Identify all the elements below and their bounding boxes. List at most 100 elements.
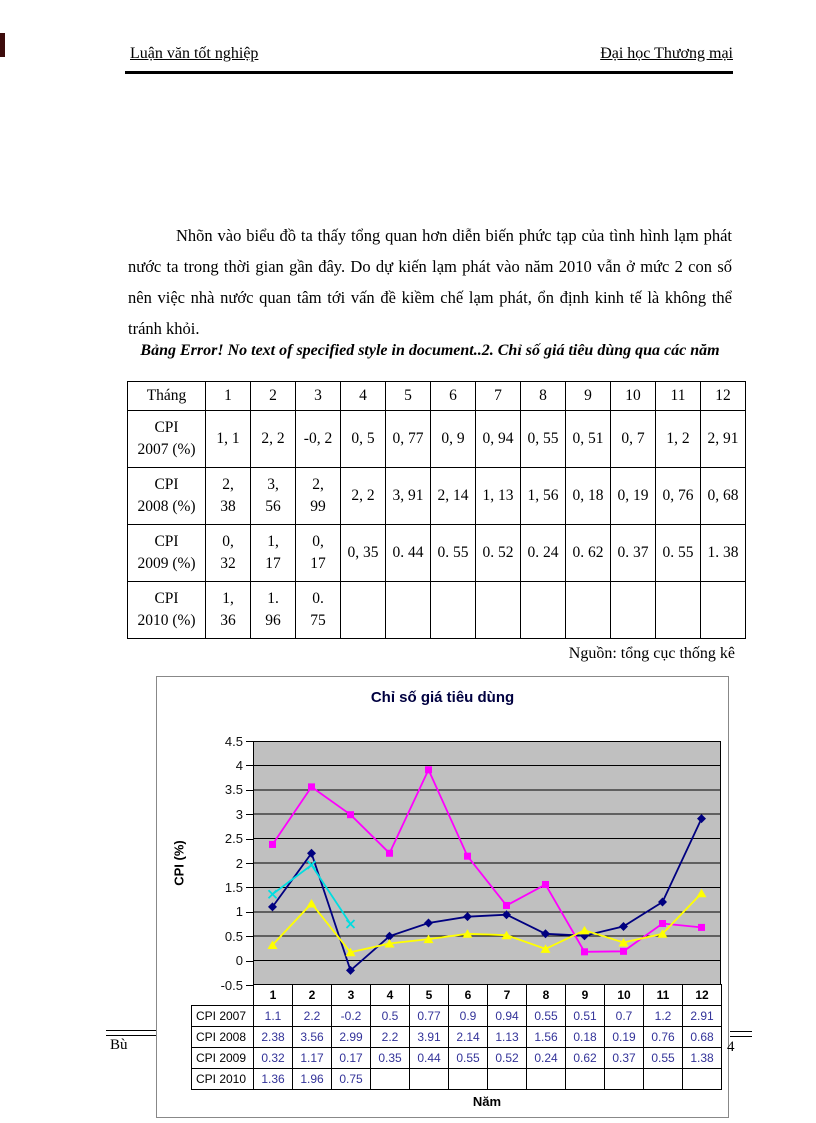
x-axis-category-label: 6 bbox=[448, 984, 488, 1006]
y-axis-tick-mark bbox=[246, 789, 253, 791]
chart-table-cell: 1.17 bbox=[292, 1047, 332, 1069]
y-axis-tick-label: 0 bbox=[235, 953, 243, 969]
y-axis-tick-mark bbox=[246, 741, 253, 742]
chart-table-cell bbox=[604, 1068, 644, 1090]
cpi-table-row-label: CPI 2009 (%) bbox=[127, 524, 206, 582]
cpi-table-header-cell: 1 bbox=[205, 381, 251, 411]
cpi-table-cell bbox=[610, 581, 656, 639]
chart-table-cell: 0.77 bbox=[409, 1005, 449, 1027]
chart-table-cell: 0.62 bbox=[565, 1047, 605, 1069]
page-header-right: Đại học Thương mại bbox=[600, 45, 733, 62]
cpi-table-header-cell: 3 bbox=[295, 381, 341, 411]
footer-rule-left bbox=[106, 1030, 156, 1036]
cpi-table-cell bbox=[475, 581, 521, 639]
chart-table-cell: 0.24 bbox=[526, 1047, 566, 1069]
cpi-table-cell: 1, 17 bbox=[250, 524, 296, 582]
chart-table-cell: 2.38 bbox=[253, 1026, 293, 1048]
chart-table-cell: 3.56 bbox=[292, 1026, 332, 1048]
chart-table-cell: 1.56 bbox=[526, 1026, 566, 1048]
y-axis-tick-label: 4.5 bbox=[224, 733, 243, 749]
cpi-table-header-cell: Tháng bbox=[127, 381, 206, 411]
chart-table-cell: 2.2 bbox=[370, 1026, 410, 1048]
chart-table-cell: 2.99 bbox=[331, 1026, 371, 1048]
cpi-table-cell: 1. 38 bbox=[700, 524, 746, 582]
series-name-label: CPI 2009 bbox=[191, 1047, 254, 1069]
cpi-table-cell: 0, 76 bbox=[655, 467, 701, 525]
cpi-table-cell: 1, 56 bbox=[520, 467, 566, 525]
cpi-table-cell: 2, 14 bbox=[430, 467, 476, 525]
y-axis-tick-label: 3 bbox=[235, 806, 243, 822]
cpi-table: Tháng 1 2 3 4 5 6 7 8 9 10 11 12 CPI 2007 (%) 1, 1 2, 2… bbox=[127, 381, 746, 639]
footer-rule-right bbox=[730, 1031, 752, 1037]
cpi-table-cell bbox=[385, 581, 431, 639]
cpi-table-cell: 0, 35 bbox=[340, 524, 386, 582]
cpi-table-cell: 0, 19 bbox=[610, 467, 656, 525]
cpi-table-cell: 0, 55 bbox=[520, 410, 566, 468]
cpi-table-cell bbox=[565, 581, 611, 639]
chart-table-cell bbox=[370, 1068, 410, 1090]
chart-table-cell: 2.91 bbox=[682, 1005, 722, 1027]
chart-table-cell: 3.91 bbox=[409, 1026, 449, 1048]
chart-table-cell: 0.9 bbox=[448, 1005, 488, 1027]
y-axis-tick-mark bbox=[246, 765, 253, 767]
source-note: Nguồn: tổng cục thống kê bbox=[568, 645, 735, 662]
cpi-table-header-cell: 2 bbox=[250, 381, 296, 411]
y-axis-tick-mark bbox=[246, 863, 253, 864]
chart-table-row: CPI 2009 0.32 1.17 0.17 0.35 0.44 0.55 0.52 0.24… bbox=[191, 1047, 722, 1069]
cpi-table-cell: 0. 37 bbox=[610, 524, 656, 582]
cpi-table-cell: 0. 44 bbox=[385, 524, 431, 582]
y-axis-tick-mark bbox=[246, 838, 253, 840]
x-axis-category-label: 1 bbox=[253, 984, 293, 1006]
cpi-table-cell bbox=[520, 581, 566, 639]
cpi-table-cell: 0. 52 bbox=[475, 524, 521, 582]
cpi-table-cell: 0. 55 bbox=[430, 524, 476, 582]
cpi-table-cell: 2, 91 bbox=[700, 410, 746, 468]
cpi-table-cell: 0, 7 bbox=[610, 410, 656, 468]
x-axis-category-label: 7 bbox=[487, 984, 527, 1006]
cpi-table-header-cell: 7 bbox=[475, 381, 521, 411]
cpi-table-header-cell: 6 bbox=[430, 381, 476, 411]
chart: Chỉ số giá tiêu dùng CPI (%) 1 2 3 4 5 6 7 8 9 10… bbox=[156, 676, 729, 1118]
cpi-table-header-cell: 4 bbox=[340, 381, 386, 411]
chart-table-cell: 0.94 bbox=[487, 1005, 527, 1027]
chart-table-cell: 1.38 bbox=[682, 1047, 722, 1069]
chart-table-cell: 1.96 bbox=[292, 1068, 332, 1090]
cpi-table-cell bbox=[340, 581, 386, 639]
y-axis-tick-mark bbox=[246, 887, 253, 889]
x-axis-category-label: 8 bbox=[526, 984, 566, 1006]
chart-table-row: CPI 2007 1.1 2.2 -0.2 0.5 0.77 0.9 0.94 0.55 0.51… bbox=[191, 1005, 722, 1027]
x-axis-category-label: 10 bbox=[604, 984, 644, 1006]
cpi-table-cell: 0, 32 bbox=[205, 524, 251, 582]
table-caption: Bảng Error! No text of specified style i… bbox=[140, 342, 720, 359]
chart-table-cell: 0.44 bbox=[409, 1047, 449, 1069]
chart-table-cell: 0.68 bbox=[682, 1026, 722, 1048]
chart-table-cell: 0.55 bbox=[526, 1005, 566, 1027]
chart-table-cell: 1.13 bbox=[487, 1026, 527, 1048]
y-axis-tick-label: 2 bbox=[235, 855, 243, 871]
chart-table-cell bbox=[448, 1068, 488, 1090]
chart-table-cell: 0.76 bbox=[643, 1026, 683, 1048]
chart-table-cell: 0.32 bbox=[253, 1047, 293, 1069]
cpi-table-cell: 0. 62 bbox=[565, 524, 611, 582]
chart-table-cell bbox=[487, 1068, 527, 1090]
page-number: 4 bbox=[727, 1039, 735, 1055]
chart-table-cell: 0.75 bbox=[331, 1068, 371, 1090]
y-axis-tick-label: 1 bbox=[235, 904, 243, 920]
cpi-table-cell: -0, 2 bbox=[295, 410, 341, 468]
cpi-table-cell: 0, 18 bbox=[565, 467, 611, 525]
chart-table-cell: 0.51 bbox=[565, 1005, 605, 1027]
y-axis-tick-label: 2.5 bbox=[224, 831, 243, 847]
y-axis-tick-label: -0.5 bbox=[220, 977, 243, 993]
table-row: CPI 2010 (%) 1, 36 1. 96 0. 75 bbox=[127, 581, 746, 639]
plot-area bbox=[253, 741, 721, 985]
table-row: CPI 2009 (%) 0, 32 1, 17 0, 17 0, 35 0. 44 0. … bbox=[127, 524, 746, 582]
chart-table-cell: 0.7 bbox=[604, 1005, 644, 1027]
cpi-table-row-label: CPI 2010 (%) bbox=[127, 581, 206, 639]
cpi-table-cell: 0. 55 bbox=[655, 524, 701, 582]
x-axis-category-label: 12 bbox=[682, 984, 722, 1006]
chart-table-cell: 0.55 bbox=[643, 1047, 683, 1069]
chart-table-cell: 1.36 bbox=[253, 1068, 293, 1090]
chart-table-cell bbox=[565, 1068, 605, 1090]
chart-table-cell: 0.37 bbox=[604, 1047, 644, 1069]
